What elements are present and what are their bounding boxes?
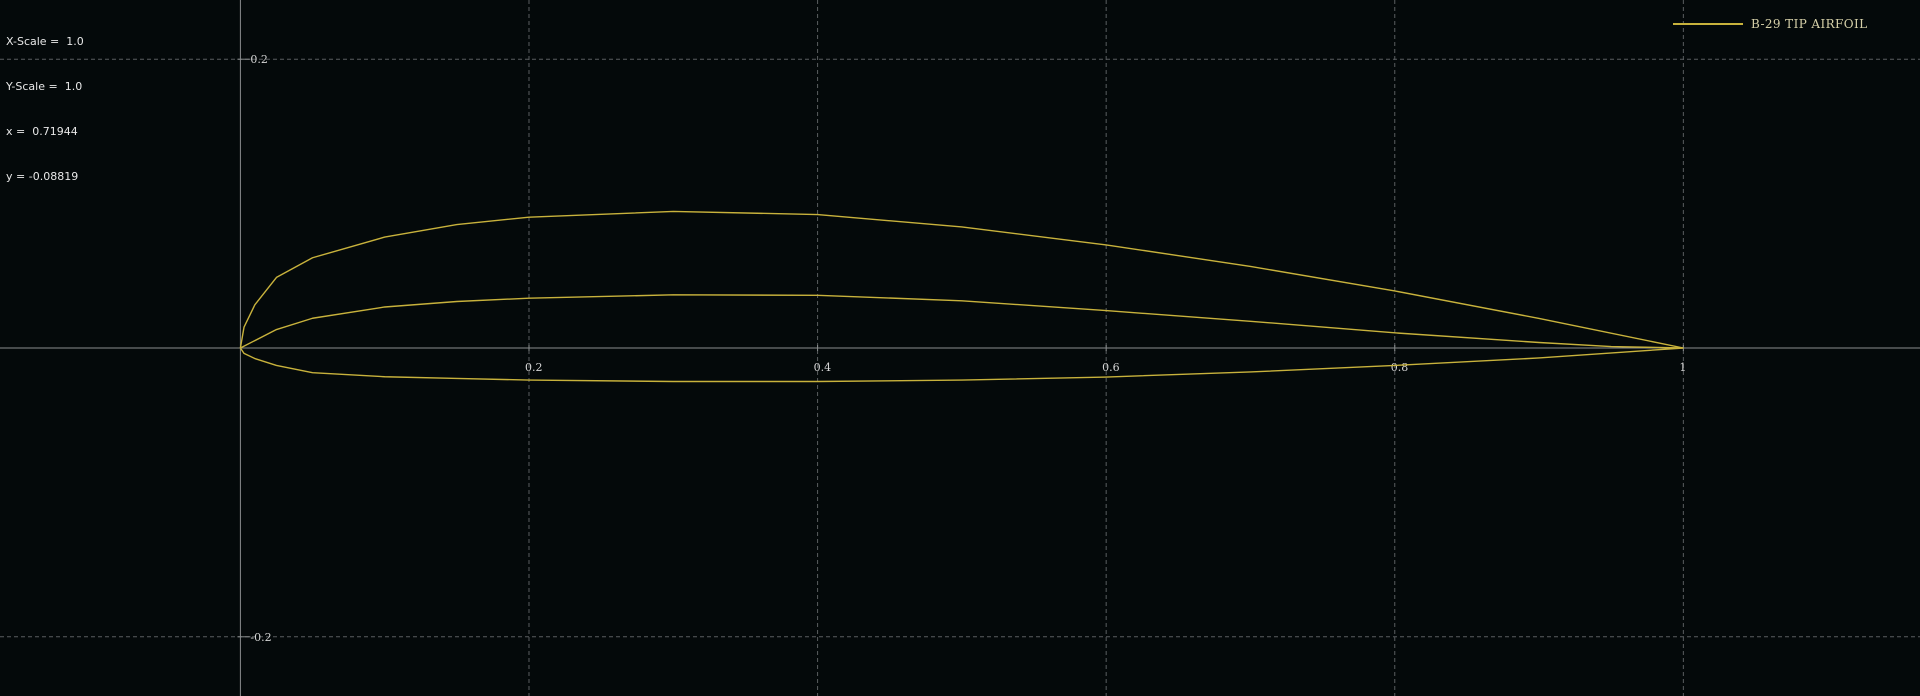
x-cursor-row: x = 0.71944 [6, 124, 84, 139]
y-scale-value: 1.0 [64, 80, 83, 93]
x-scale-row: X-Scale = 1.0 [6, 34, 84, 49]
legend-label: B-29 TIP AIRFOIL [1751, 17, 1868, 31]
y-cursor-row: y = -0.08819 [6, 169, 84, 184]
x-cursor-label: x = [6, 125, 26, 138]
x-scale-value: 1.0 [66, 35, 84, 48]
y-cursor-value: -0.08819 [28, 170, 79, 183]
y-tick-label-1: -0.2 [250, 631, 271, 644]
coordinate-readout: X-Scale = 1.0 Y-Scale = 1.0 x = 0.71944 … [6, 4, 84, 214]
y-scale-label: Y-Scale = [6, 80, 58, 93]
camber-line-0 [240, 294, 1684, 349]
y-cursor-label: y = [6, 170, 26, 183]
legend: B-29 TIP AIRFOIL [1673, 17, 1868, 31]
x-tick-label-2: 0.6 [1102, 361, 1120, 374]
airfoil-outline-0 [239, 210, 1684, 383]
legend-swatch [1673, 23, 1743, 25]
y-scale-row: Y-Scale = 1.0 [6, 79, 84, 94]
x-scale-label: X-Scale = [6, 35, 60, 48]
x-cursor-value: 0.71944 [32, 125, 78, 138]
y-tick-label-0: 0.2 [250, 53, 268, 66]
x-tick-label-3: 0.8 [1391, 361, 1409, 374]
x-tick-label-4: 1 [1679, 361, 1686, 374]
x-tick-label-1: 0.4 [814, 361, 832, 374]
x-tick-label-0: 0.2 [525, 361, 543, 374]
